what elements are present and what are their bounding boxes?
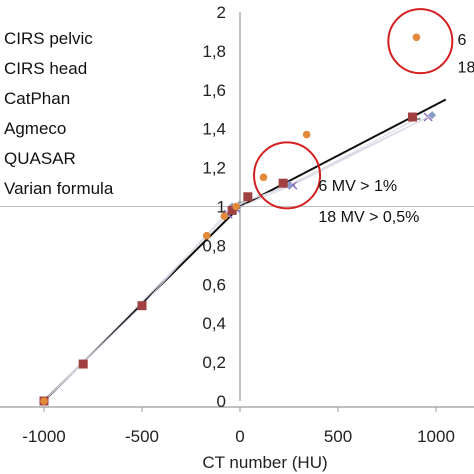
cirs-head-point (243, 192, 253, 202)
legend: CIRS pelvic CIRS head CatPhan Agmeco QUASAR V… (4, 29, 114, 198)
cirs-head-point (78, 359, 88, 369)
agmeco-point (40, 397, 48, 405)
series-varian-formula (43, 98, 447, 402)
x-tick-label: 500 (324, 427, 352, 446)
y-tick-label: 1,2 (202, 159, 226, 178)
series-layer (39, 33, 447, 406)
series-catphan (40, 117, 421, 402)
x-tick-label: -1000 (22, 427, 65, 446)
legend-entry: CIRS head (4, 59, 87, 78)
y-tick-label: 0 (217, 392, 226, 411)
series-cirs-pelvic (40, 111, 437, 405)
series-agmeco (40, 33, 421, 405)
legend-entry: Varian formula (4, 179, 114, 198)
series-line-varian-formula (43, 98, 447, 402)
y-tick-label: 1,8 (202, 42, 226, 61)
agmeco-point (232, 202, 240, 211)
y-tick-label: 2 (217, 3, 226, 22)
annotation-4: 18 (458, 59, 474, 76)
annotation-1: 6 MV > 1% (318, 178, 397, 195)
annotation-3: 6 (458, 32, 467, 49)
y-tick-label: 0,2 (202, 353, 226, 372)
legend-entry: QUASAR (4, 149, 76, 168)
annotation-layer: 6 MV > 1% 18 MV > 0,5% 6 18 (318, 32, 474, 226)
y-tick-label: 0,6 (202, 275, 226, 294)
y-tick-label: 1 (217, 198, 226, 217)
series-connector-cirs-pelvic (43, 114, 433, 402)
legend-entry: CIRS pelvic (4, 29, 93, 48)
cirs-head-point (407, 112, 417, 122)
series-connector-catphan (43, 118, 417, 402)
series-cirs-head (39, 112, 417, 406)
cirs-head-point (137, 301, 147, 311)
cirs-pelvic-point (428, 111, 437, 120)
x-tick-label: 1000 (417, 427, 455, 446)
circle-layer (253, 8, 454, 210)
agmeco-point (220, 212, 229, 221)
y-tick-label: 0,8 (202, 236, 226, 255)
highlight-circle-2 (253, 141, 322, 210)
y-tick-label: 0,4 (202, 314, 226, 333)
y-tick-label: 1,6 (202, 81, 226, 100)
legend-entry: Agmeco (4, 119, 66, 138)
y-tick-label: 1,4 (202, 120, 226, 139)
highlight-circle-1 (387, 8, 454, 75)
series-connector-quasar (43, 116, 429, 402)
series-quasar (39, 112, 433, 406)
tick-layer: -1000 -500 0 500 1000 0 0,2 0,4 0,6 0,8 1 1,2 1,4 1,6… (22, 3, 455, 446)
cirs-head-point (227, 205, 237, 215)
agmeco-point (302, 130, 311, 139)
legend-entry: CatPhan (4, 89, 70, 108)
annotation-2: 18 MV > 0,5% (318, 209, 419, 226)
agmeco-point (259, 173, 268, 182)
x-tick-label: 0 (235, 427, 244, 446)
agmeco-point (412, 33, 421, 42)
x-tick-label: -500 (125, 427, 159, 446)
agmeco-point (202, 231, 211, 240)
cirs-head-point (278, 178, 288, 188)
x-axis-label: CT number (HU) (202, 453, 327, 472)
